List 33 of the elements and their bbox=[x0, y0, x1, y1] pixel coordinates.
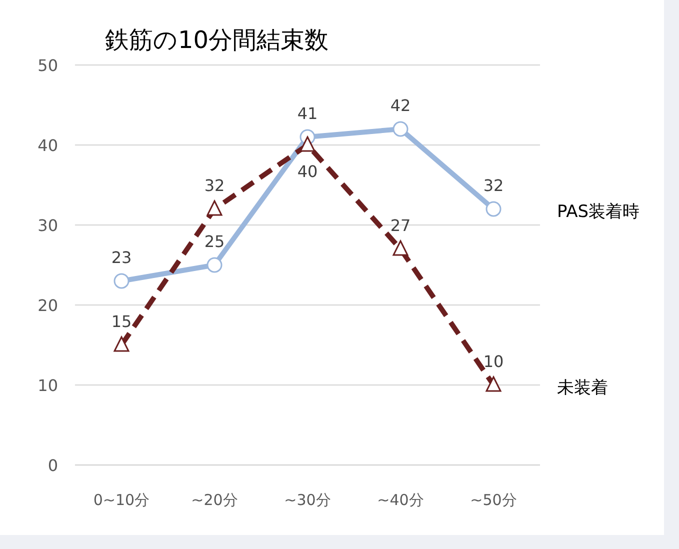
point bbox=[206, 200, 222, 216]
point bbox=[114, 273, 130, 289]
point bbox=[486, 201, 502, 217]
data-label: 25 bbox=[204, 232, 225, 251]
text: PAS装着時 bbox=[557, 202, 640, 222]
data-label: 32 bbox=[483, 176, 504, 195]
x-tick-label: ~30分 bbox=[284, 491, 331, 509]
x-tick-label: ~40分 bbox=[377, 491, 424, 509]
point bbox=[392, 240, 408, 256]
x-tick-label: ~50分 bbox=[470, 491, 517, 509]
data-label: 27 bbox=[390, 216, 411, 235]
data-label: 32 bbox=[204, 176, 225, 195]
x-tick-label: ~20分 bbox=[191, 491, 238, 509]
point bbox=[300, 136, 316, 152]
text: 未装着 bbox=[557, 378, 608, 398]
y-tick-label: 10 bbox=[38, 376, 58, 395]
data-label: 40 bbox=[297, 162, 318, 181]
point bbox=[206, 257, 222, 273]
data-label: 42 bbox=[390, 96, 411, 115]
point bbox=[392, 121, 408, 137]
y-tick-label: 20 bbox=[38, 296, 58, 315]
chart-title: 鉄筋の10分間結束数 bbox=[105, 26, 329, 54]
data-label: 23 bbox=[111, 248, 132, 267]
data-label: 10 bbox=[483, 352, 504, 371]
point bbox=[486, 376, 502, 392]
point bbox=[114, 336, 130, 352]
y-tick-label: 0 bbox=[48, 456, 58, 475]
y-tick-label: 30 bbox=[38, 216, 58, 235]
x-tick-label: 0~10分 bbox=[93, 491, 150, 509]
data-label: 15 bbox=[111, 312, 132, 331]
y-tick-label: 40 bbox=[38, 136, 58, 155]
y-tick-label: 50 bbox=[38, 56, 58, 75]
data-label: 41 bbox=[297, 104, 318, 123]
